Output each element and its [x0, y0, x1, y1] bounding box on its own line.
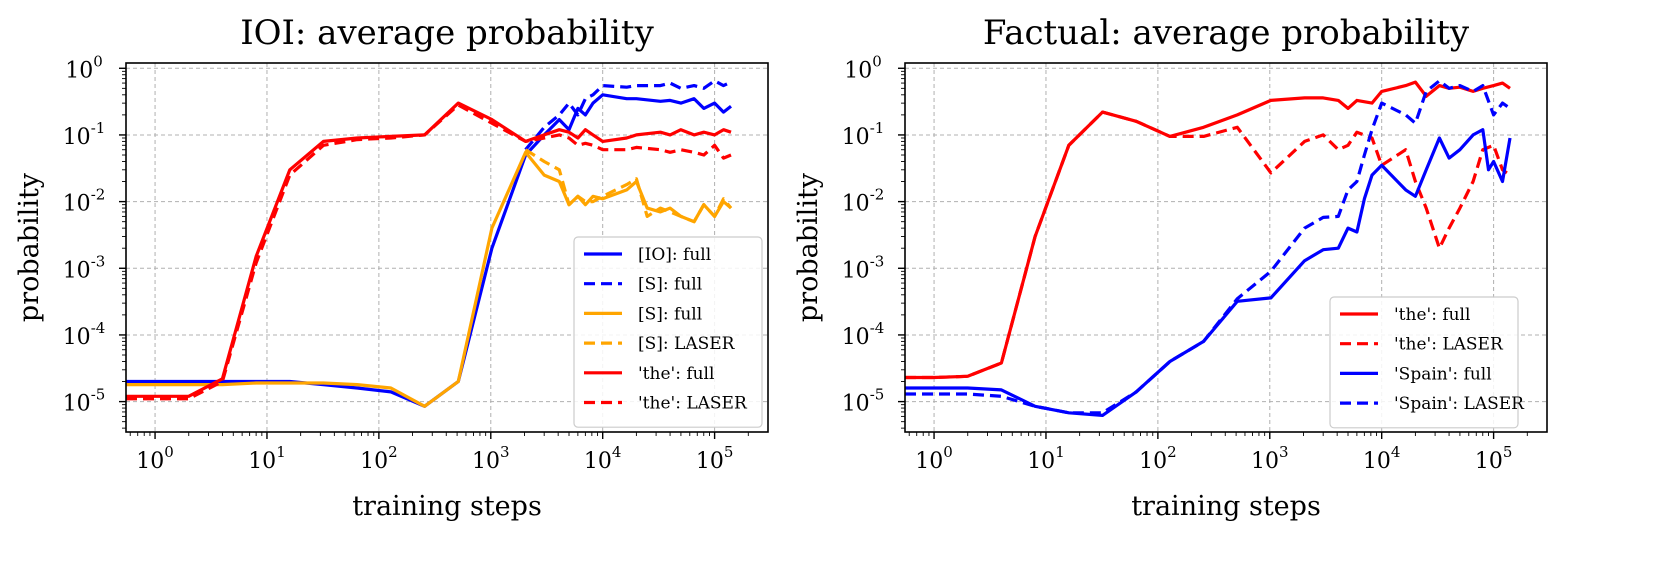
- x-tick-label: 102: [1139, 443, 1177, 474]
- y-tick-label: 10-4: [842, 319, 885, 350]
- series-line-the-full: [126, 101, 732, 398]
- legend: 'the': full 'the': LASER 'Spain': full 'Spa…: [1329, 296, 1525, 429]
- y-tick-label: 100: [844, 52, 882, 83]
- plot-frame: [904, 62, 1548, 433]
- x-tick-label: 100: [915, 443, 953, 474]
- series-line-s-laser: [524, 148, 733, 224]
- series-line-the-laser: [905, 110, 1511, 380]
- plot-frame: [125, 62, 769, 433]
- x-tick-label: 105: [696, 443, 734, 474]
- x-tick-label: 103: [472, 443, 510, 474]
- y-tick-label: 100: [65, 52, 103, 83]
- legend-label: [S]: full: [638, 275, 702, 295]
- series-group: [126, 79, 733, 408]
- legend-label: 'the': full: [638, 364, 714, 384]
- y-tick-label: 10-5: [63, 386, 106, 417]
- series-line-spain-laser: [905, 79, 1511, 415]
- chart-title: IOI: average probability: [240, 13, 654, 53]
- x-tick-label: 104: [1363, 443, 1401, 474]
- legend-box: [1329, 296, 1519, 429]
- y-axis-label: probability: [793, 172, 824, 322]
- x-axis-label: training steps: [1131, 491, 1321, 522]
- y-tick-label: 10-4: [63, 319, 106, 350]
- y-tick-label: 10-2: [63, 186, 106, 217]
- legend-label: 'the': LASER: [638, 394, 748, 414]
- legend: [IO]: full [S]: full [S]: full [S]: LASER 't…: [573, 236, 763, 428]
- y-tick-label: 10-5: [842, 386, 885, 417]
- x-tick-label: 103: [1251, 443, 1289, 474]
- y-axis-label: probability: [14, 172, 45, 322]
- y-tick-label: 10-3: [63, 252, 106, 283]
- x-tick-label: 102: [360, 443, 398, 474]
- chart-title: Factual: average probability: [983, 13, 1470, 53]
- legend-label: [S]: LASER: [638, 334, 736, 354]
- x-tick-label: 105: [1475, 443, 1513, 474]
- legend-label: [S]: full: [638, 304, 702, 324]
- y-tick-label: 10-1: [842, 119, 885, 150]
- x-axis-label: training steps: [352, 491, 542, 522]
- y-tick-label: 10-3: [842, 252, 885, 283]
- legend-label: 'Spain': full: [1394, 364, 1492, 384]
- x-tick-label: 100: [136, 443, 174, 474]
- x-tick-label: 101: [248, 443, 286, 474]
- y-tick-label: 10-2: [842, 186, 885, 217]
- x-tick-label: 101: [1027, 443, 1065, 474]
- legend-label: [IO]: full: [638, 245, 711, 265]
- series-line-the-laser: [126, 103, 732, 401]
- series-line-s-full: [524, 79, 732, 151]
- x-tick-label: 104: [584, 443, 622, 474]
- factual-panel: Factual: average probability 100 101 102 103…: [793, 13, 1548, 522]
- ioi-panel: IOI: average probability 100 101 102 103 104 1…: [14, 13, 769, 522]
- legend-label: 'the': LASER: [1394, 335, 1504, 355]
- series-group: [905, 79, 1512, 417]
- legend-label: 'Spain': LASER: [1394, 394, 1525, 414]
- legend-label: 'the': full: [1394, 305, 1470, 325]
- y-tick-label: 10-1: [63, 119, 106, 150]
